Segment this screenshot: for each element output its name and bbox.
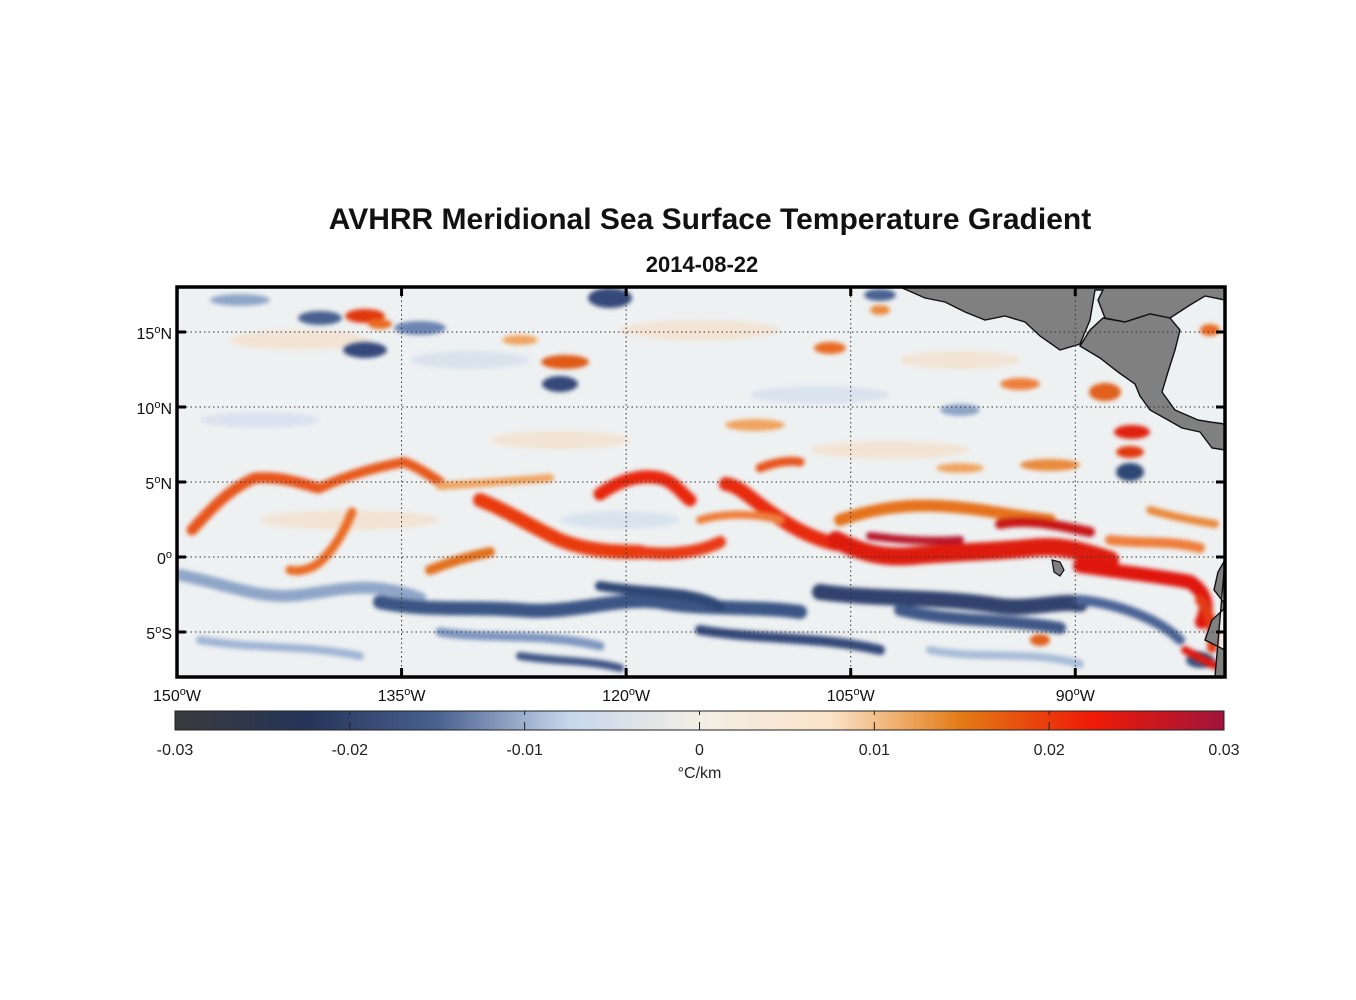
colorbar-gradient [175, 711, 1224, 730]
colorbar-tick-label: -0.03 [157, 742, 194, 759]
colorbar-tick-label: -0.02 [332, 742, 369, 759]
colorbar-unit-label: °C/km [678, 765, 722, 782]
lon-tick-label: 120oW [602, 686, 651, 705]
colorbar-tick-label: -0.01 [506, 742, 543, 759]
colorbar-tick-label: 0.01 [859, 742, 890, 759]
lat-tick-label: 5oS [146, 624, 172, 643]
map-subtitle: 2014-08-22 [645, 252, 759, 277]
central-america-land [899, 287, 1225, 351]
lat-tick-label: 5oN [145, 474, 172, 493]
lon-tick-label: 135oW [378, 686, 427, 705]
colorbar-ticks: -0.03 -0.02 -0.01 0 0.01 0.02 0.03 [157, 711, 1240, 759]
negative-gradient-bands [177, 569, 1185, 672]
land-masses [899, 287, 1225, 677]
lon-tick-label: 150oW [153, 686, 202, 705]
lat-tick-label: 15oN [137, 324, 172, 343]
colorbar-tick-label: 0 [695, 742, 704, 759]
map-frame [175, 285, 1227, 679]
lat-tick-label: 10oN [137, 399, 172, 418]
colorbar-tick-label: 0.03 [1208, 742, 1239, 759]
longitude-labels: 150oW 135oW 120oW 105oW 90oW [153, 686, 1096, 705]
positive-gradient-bands [186, 456, 1225, 672]
gradient-field [177, 288, 1225, 672]
colorbar: -0.03 -0.02 -0.01 0 0.01 0.02 0.03 °C/km [157, 710, 1240, 782]
latitude-labels: 15oN 10oN 5oN 0o 5oS [137, 324, 172, 643]
lon-tick-label: 105oW [827, 686, 876, 705]
map-plot-area: 150oW 135oW 120oW 105oW 90oW 15oN 10oN 5oN 0o 5o… [137, 285, 1227, 705]
central-america-isthmus [1079, 313, 1225, 451]
galapagos-islands [1051, 559, 1065, 577]
lon-tick-label: 90oW [1056, 686, 1096, 705]
map-title: AVHRR Meridional Sea Surface Temperature… [328, 203, 1092, 236]
south-america-land [1204, 559, 1225, 677]
colorbar-tick-label: 0.02 [1034, 742, 1065, 759]
lat-tick-label: 0o [157, 549, 172, 568]
